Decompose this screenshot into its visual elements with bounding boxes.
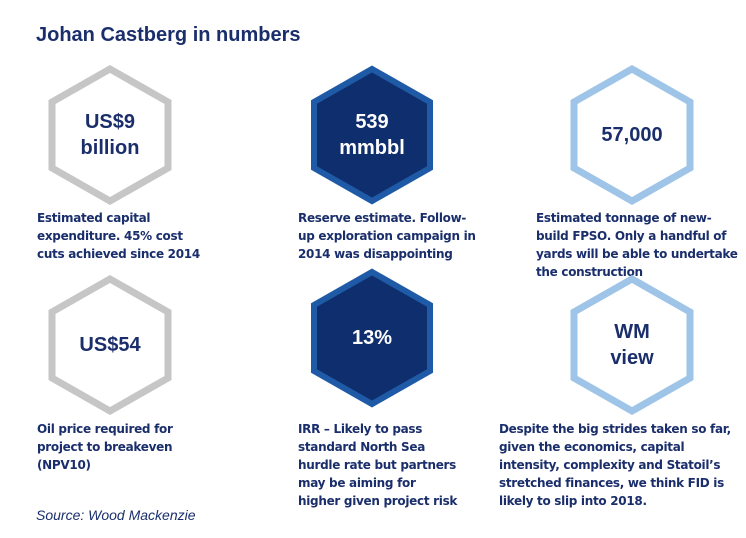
hex-breakeven: US$54	[48, 275, 172, 415]
desc-line: standard North Sea	[298, 440, 426, 454]
hexagon-shape	[570, 65, 694, 205]
desc-line: build FPSO. Only a handful of	[536, 229, 727, 243]
source-note: Source: Wood Mackenzie	[36, 507, 196, 523]
hexagon-shape	[311, 65, 433, 205]
desc-irr: IRR – Likely to pass standard North Sea …	[298, 420, 457, 510]
desc-capex: Estimated capital expenditure. 45% cost …	[37, 209, 200, 263]
desc-line: (NPV10)	[37, 458, 91, 472]
hexagon-shape	[48, 275, 172, 415]
desc-line: Reserve estimate. Follow-	[298, 211, 467, 225]
desc-line: up exploration campaign in	[298, 229, 476, 243]
hex-tonnage: 57,000	[570, 65, 694, 205]
hex-irr: 13%	[310, 268, 434, 408]
hex-value-line: 57,000	[601, 124, 663, 146]
hex-value-line: mmbbl	[339, 137, 405, 159]
hex-value-line: 13%	[351, 327, 393, 349]
hexagon-shape	[311, 268, 433, 408]
desc-line: expenditure. 45% cost	[37, 229, 183, 243]
desc-line: IRR – Likely to pass	[298, 422, 423, 436]
desc-reserves: Reserve estimate. Follow- up exploration…	[298, 209, 476, 263]
desc-line: Estimated capital	[37, 211, 151, 225]
hex-value: 57,000	[570, 65, 694, 205]
desc-line: 2014 was disappointing	[298, 247, 453, 261]
desc-line: project to breakeven	[37, 440, 173, 454]
hex-value-line: US$9	[84, 111, 136, 133]
desc-line: likely to slip into 2018.	[499, 494, 647, 508]
hex-value-line: WM	[614, 321, 650, 343]
desc-line: yards will be able to undertake	[536, 247, 738, 261]
desc-line: Oil price required for	[37, 422, 173, 436]
desc-line: Despite the big strides taken so far,	[499, 422, 731, 436]
desc-line: the construction	[536, 265, 643, 279]
hex-value: WM view	[570, 275, 694, 415]
desc-line: intensity, complexity and Statoil’s	[499, 458, 721, 472]
desc-line: Estimated tonnage of new-	[536, 211, 712, 225]
hex-value-line: US$54	[79, 334, 141, 356]
desc-tonnage: Estimated tonnage of new- build FPSO. On…	[536, 209, 738, 281]
hex-value: US$54	[48, 275, 172, 415]
hex-value: 13%	[310, 268, 434, 408]
page-title: Johan Castberg in numbers	[36, 24, 301, 46]
hex-value: 539 mmbbl	[310, 65, 434, 205]
hex-wm-view: WM view	[570, 275, 694, 415]
hex-value-line: view	[610, 347, 654, 369]
hex-reserves: 539 mmbbl	[310, 65, 434, 205]
desc-breakeven: Oil price required for project to breake…	[37, 420, 173, 474]
desc-wm-view: Despite the big strides taken so far, gi…	[499, 420, 731, 510]
hex-value: US$9 billion	[48, 65, 172, 205]
desc-line: hurdle rate but partners	[298, 458, 457, 472]
desc-line: given the economics, capital	[499, 440, 685, 454]
desc-line: cuts achieved since 2014	[37, 247, 200, 261]
desc-line: may be aiming for	[298, 476, 416, 490]
hex-value-line: billion	[80, 137, 140, 159]
hex-capex: US$9 billion	[48, 65, 172, 205]
hex-value-line: 539	[355, 111, 389, 133]
hexagon-shape	[48, 65, 172, 205]
hexagon-shape	[570, 275, 694, 415]
desc-line: higher given project risk	[298, 494, 458, 508]
desc-line: stretched finances, we think FID is	[499, 476, 724, 490]
